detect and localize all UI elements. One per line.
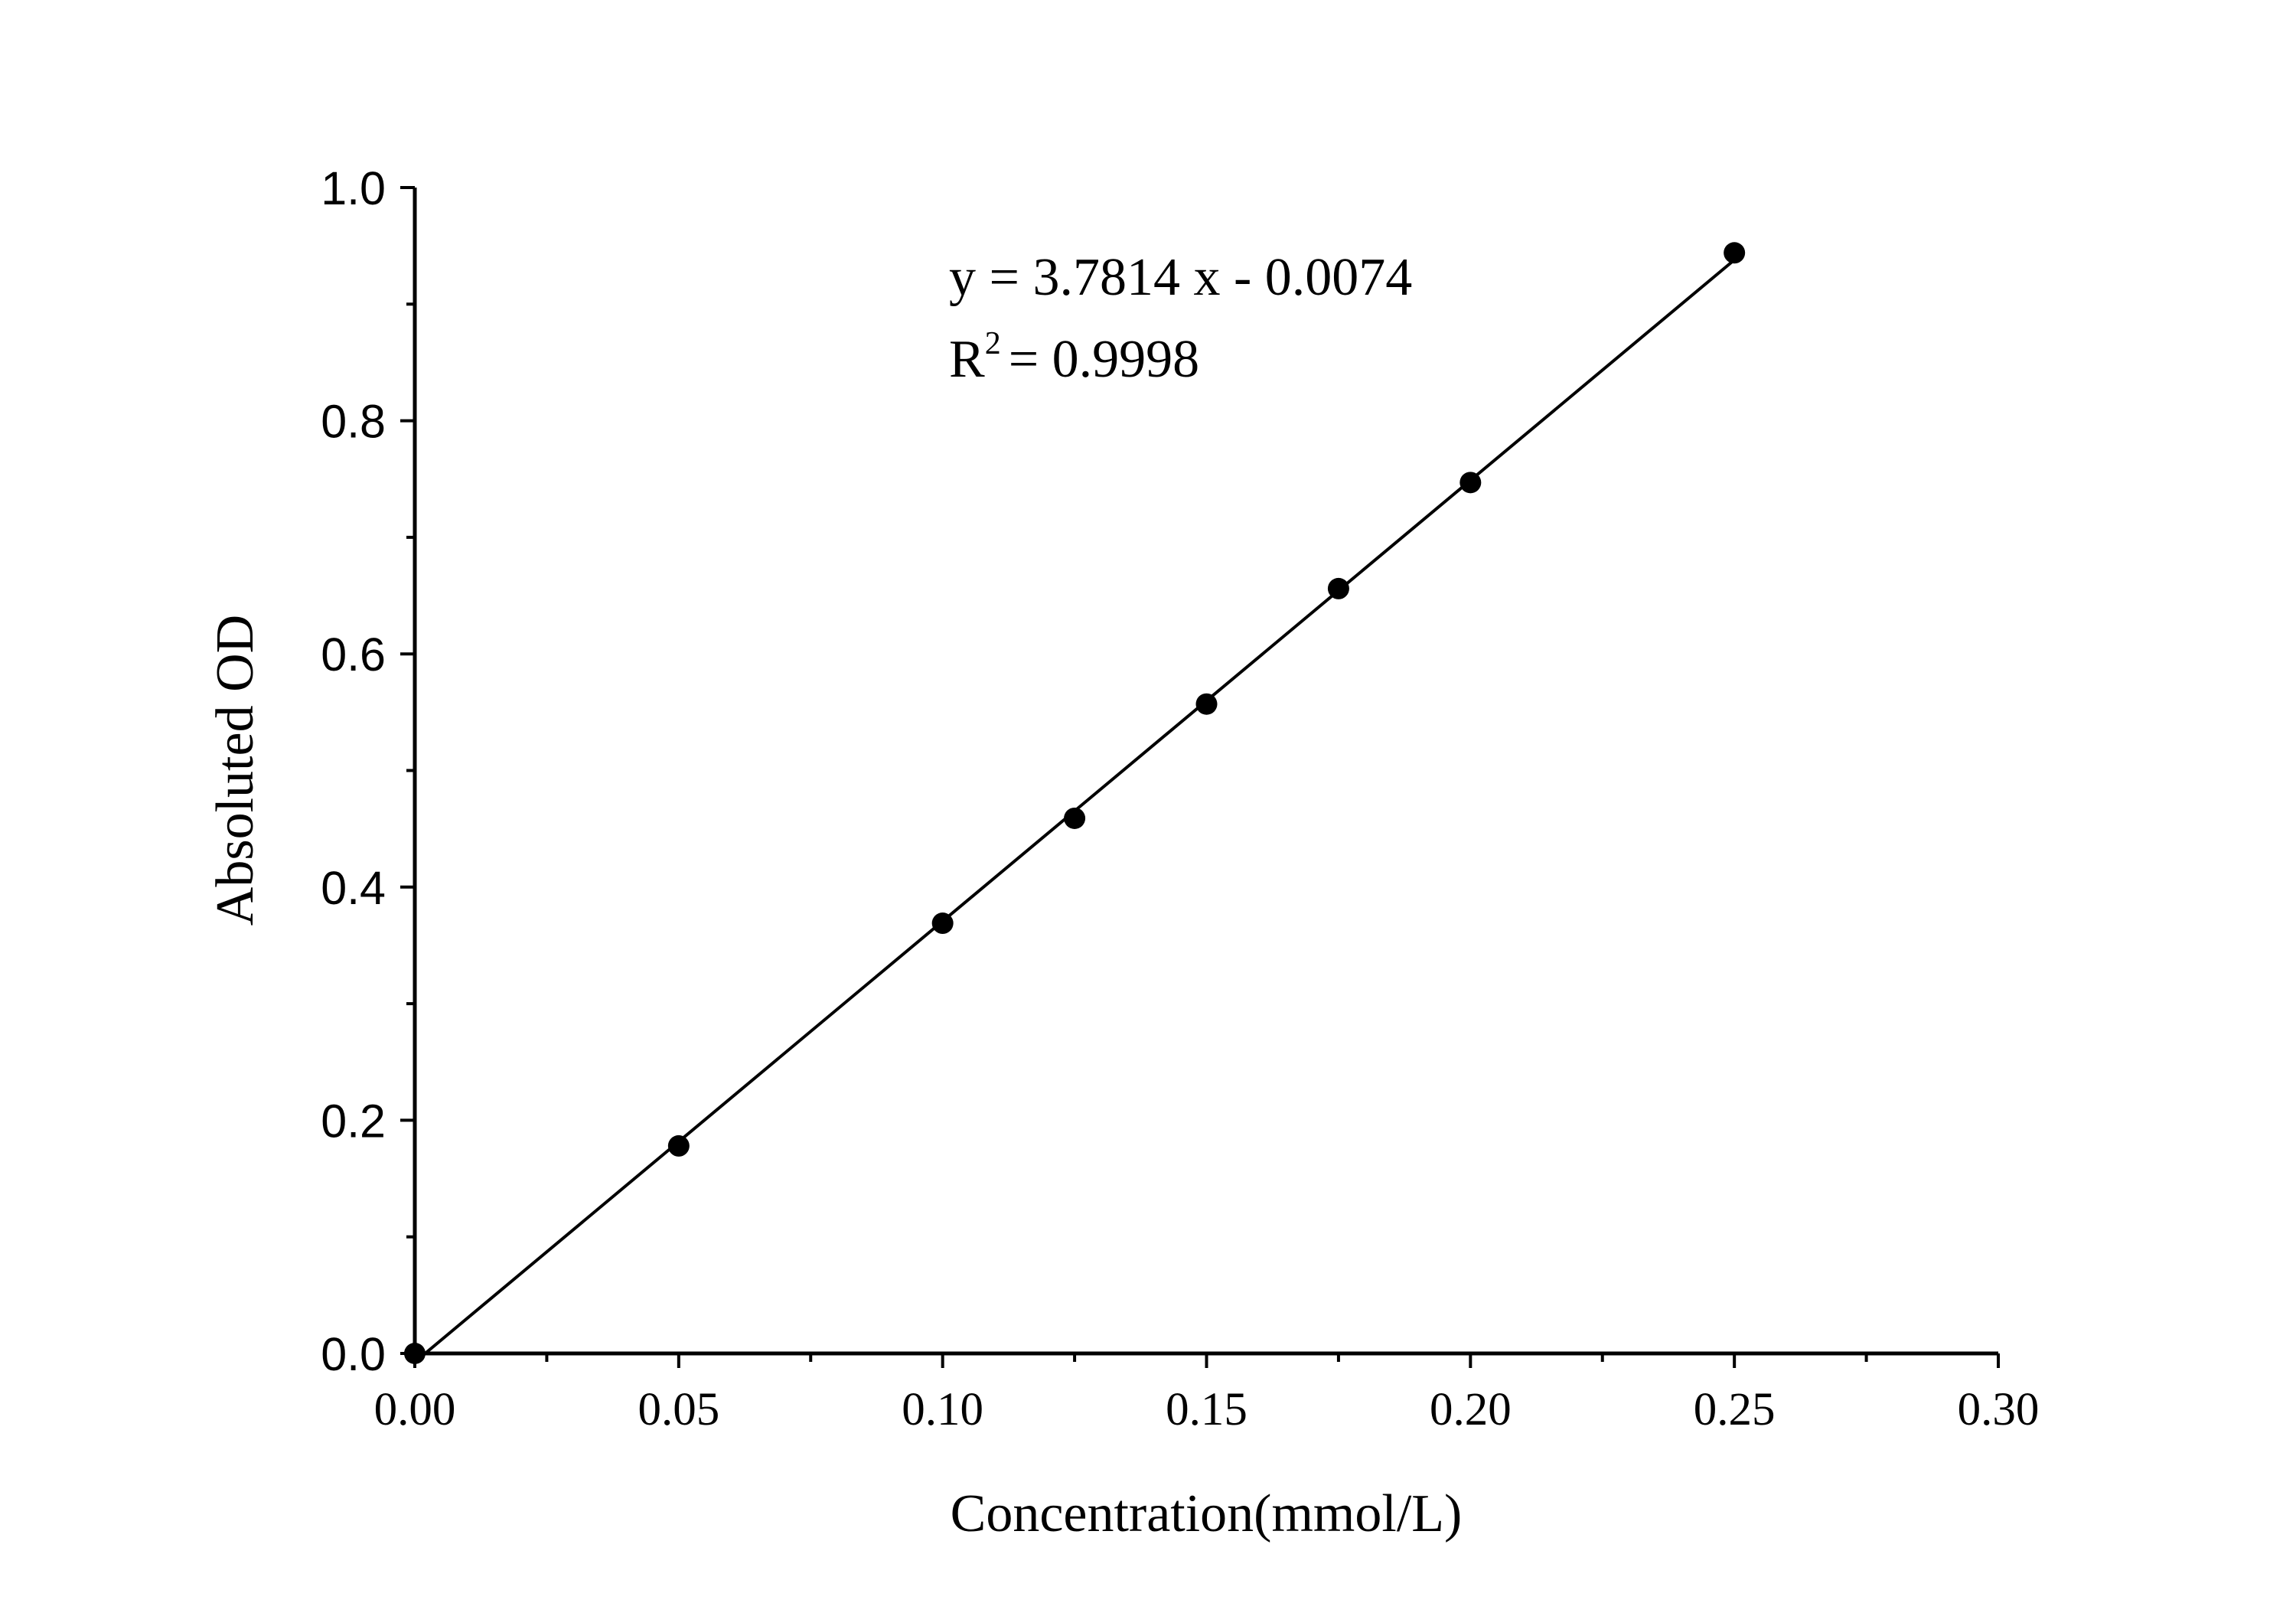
data-point [1195, 693, 1218, 715]
equation-annotation: y = 3.7814 x - 0.0074 [949, 248, 1412, 307]
fit-line-layer [424, 258, 1736, 1355]
data-point [1459, 472, 1482, 494]
x-tick-label: 0.10 [902, 1384, 983, 1435]
x-tick-label: 0.05 [638, 1384, 719, 1435]
y-tick-label: 0.2 [321, 1095, 386, 1147]
data-points [404, 242, 1746, 1364]
x-axis-title: Concentration(mmol/L) [951, 1484, 1463, 1543]
x-tick-label: 0.00 [374, 1384, 456, 1435]
x-axis: 0.00 0.05 0.10 0.15 0.20 0.25 0.30 [374, 1351, 2040, 1435]
x-tick-label: 0.30 [1958, 1384, 2040, 1435]
data-point [667, 1135, 690, 1157]
y-tick-label: 1.0 [321, 162, 386, 214]
y-tick-label: 0.8 [321, 396, 386, 448]
r-squared-value: = 0.9998 [1009, 330, 1199, 389]
y-tick-label: 0.0 [321, 1328, 386, 1380]
data-point [931, 913, 954, 935]
data-point [1327, 577, 1349, 599]
data-point [1724, 242, 1746, 264]
r-squared-superscript: 2 [985, 326, 1001, 361]
x-tick-label: 0.25 [1694, 1384, 1776, 1435]
r-squared-symbol: R [949, 330, 985, 389]
y-tick-label: 0.6 [321, 628, 386, 681]
x-tick-label: 0.20 [1430, 1384, 1512, 1435]
fit-line [424, 258, 1736, 1355]
y-tick-label: 0.4 [321, 862, 386, 914]
y-axis: 0.0 0.2 0.4 0.6 0.8 1.0 [321, 162, 417, 1380]
r-squared-annotation: R2 = 0.9998 [949, 326, 1199, 389]
y-axis-title: Absoluted OD [206, 615, 265, 926]
data-point [1064, 807, 1086, 829]
x-tick-label: 0.15 [1166, 1384, 1247, 1435]
data-point [404, 1343, 426, 1364]
